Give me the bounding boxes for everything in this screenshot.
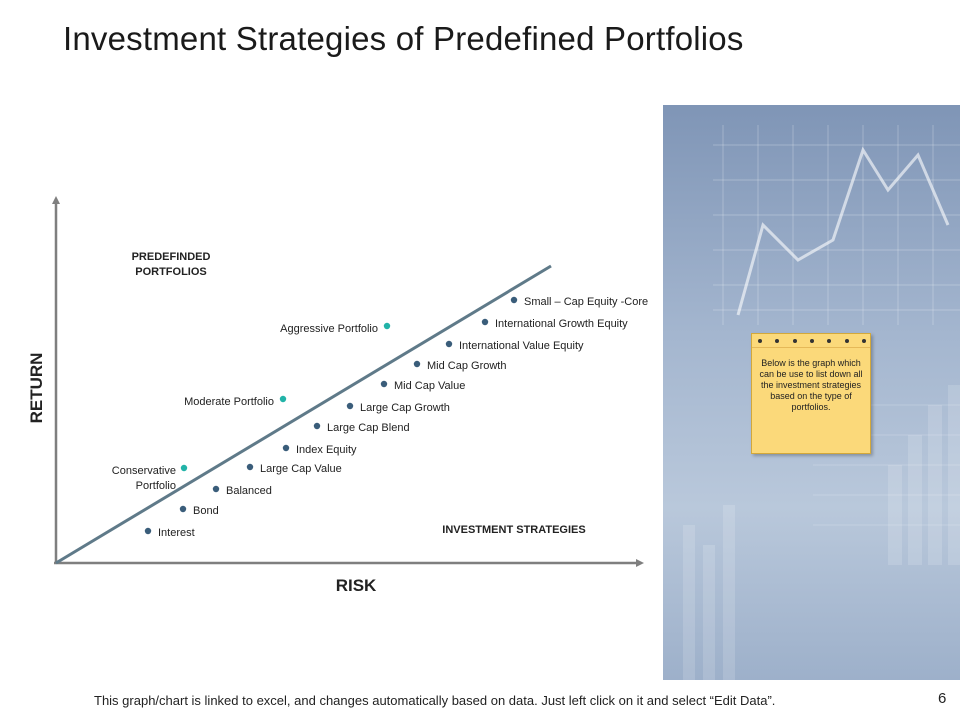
strategy-label: Large Cap Blend [327, 422, 410, 434]
portfolio-points: Conservative Portfolio Moderate Portfolio A… [112, 322, 391, 492]
strategy-label: Large Cap Value [260, 463, 342, 475]
strategy-dot [144, 527, 152, 535]
portfolio-label: Moderate Portfolio [184, 396, 274, 408]
portfolio-label: Conservative [112, 465, 176, 477]
strategy-dot [346, 402, 354, 410]
strategy-dot [413, 360, 421, 368]
strategy-dot [212, 485, 220, 493]
sticky-note: Below is the graph which can be use to l… [751, 333, 871, 454]
strategy-dot [282, 444, 290, 452]
strategy-label: Balanced [226, 485, 272, 497]
page-title: Investment Strategies of Predefined Port… [63, 20, 744, 57]
x-axis-label: RISK [336, 576, 377, 595]
strategy-dot [445, 340, 453, 348]
portfolios-heading-line-1: PREDEFINDED [132, 251, 211, 263]
strategy-label: Bond [193, 505, 219, 517]
note-text: Below is the graph which can be use to l… [759, 358, 863, 412]
decorative-chart-panel: Below is the graph which can be use to l… [663, 105, 960, 680]
strategy-label: International Value Equity [459, 340, 584, 352]
strategy-points: Interest Bond Balanced Large Cap Value Index… [144, 296, 648, 539]
strategy-dot [380, 380, 388, 388]
strategy-dot [313, 422, 321, 430]
portfolio-dot [180, 464, 188, 472]
strategy-label: Index Equity [296, 444, 357, 456]
strategy-dot [481, 318, 489, 326]
portfolio-dot [279, 395, 287, 403]
strategy-dot [246, 463, 254, 471]
strategy-label: Mid Cap Value [394, 380, 465, 392]
strategy-diagram: RETURN RISK PREDEFINDED PORTFOLIOS INVES… [27, 196, 648, 595]
note-binding-dots [758, 339, 866, 345]
strategies-heading: INVESTMENT STRATEGIES [442, 524, 585, 536]
y-axis-label: RETURN [27, 353, 46, 424]
portfolio-label: Aggressive Portfolio [280, 323, 378, 335]
portfolio-dot [383, 322, 391, 330]
page-number: 6 [938, 690, 947, 707]
portfolios-heading-line-2: PORTFOLIOS [135, 266, 207, 278]
strategy-label: Large Cap Growth [360, 402, 450, 414]
strategy-label: International Growth Equity [495, 318, 628, 330]
strategy-dot [179, 505, 187, 513]
footer-text: This graph/chart is linked to excel, and… [94, 693, 776, 708]
strategy-label: Interest [158, 527, 195, 539]
background-chart-graphic [683, 125, 960, 680]
strategy-label: Mid Cap Growth [427, 360, 506, 372]
portfolio-label: Portfolio [136, 480, 176, 492]
strategy-label: Small – Cap Equity -Core [524, 296, 648, 308]
risk-return-line [55, 264, 552, 565]
strategy-dot [510, 296, 518, 304]
